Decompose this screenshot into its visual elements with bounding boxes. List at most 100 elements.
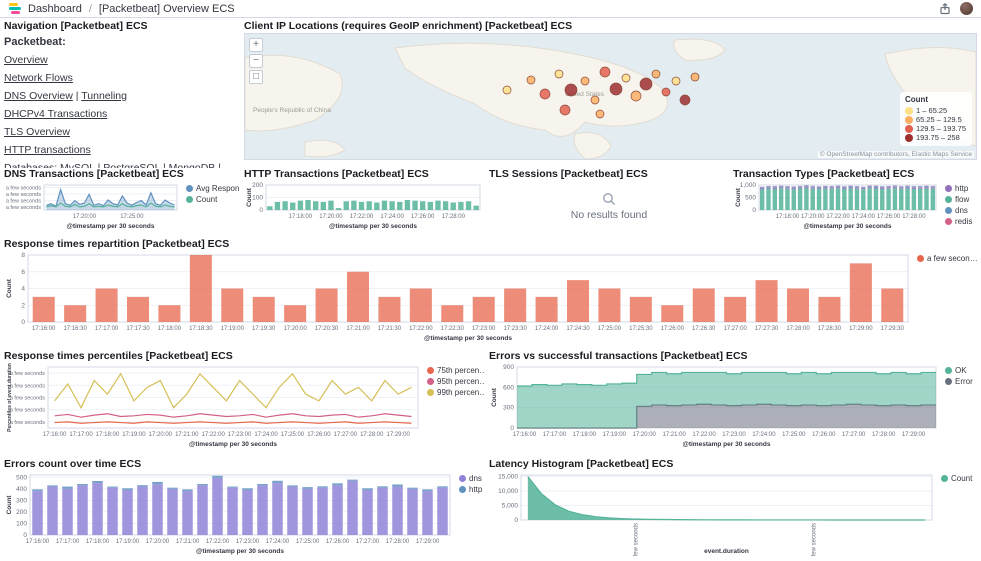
- http-chart-svg: 0 100 200 17:18:00 17:20:00 17:22:00 17:24:00 1…: [246, 182, 481, 230]
- panel-errors-count-over-time: Errors count over time ECS 0 100 200 300 400…: [4, 458, 485, 557]
- legend-item-75th-percen-[interactable]: 75th percen…: [427, 366, 485, 375]
- panel-title-errors-vs-successful[interactable]: Errors vs successful transactions [Packe…: [489, 350, 748, 362]
- http-transactions-chart[interactable]: 0 100 200 17:18:00 17:20:00 17:22:00 17:24:00 1…: [244, 181, 485, 231]
- map-point[interactable]: [564, 83, 578, 97]
- panel-title-latency-histogram[interactable]: Latency Histogram [Packetbeat] ECS: [489, 458, 674, 470]
- map-canvas[interactable]: United States People's Republic of China …: [244, 33, 977, 160]
- legend-item-dns[interactable]: dns: [459, 474, 485, 483]
- map-point[interactable]: [595, 109, 605, 119]
- legend-item-error[interactable]: Error: [945, 377, 977, 386]
- panel-title-errors-count-over-time[interactable]: Errors count over time ECS: [4, 458, 142, 470]
- panel-title-response-times-repartition[interactable]: Response times repartition [Packetbeat] …: [4, 238, 230, 250]
- map-point[interactable]: [609, 82, 623, 96]
- map-point[interactable]: [599, 66, 611, 78]
- elastic-logo-icon[interactable]: [8, 2, 21, 15]
- map-point[interactable]: [539, 88, 551, 100]
- panel-errors-vs-successful: Errors vs successful transactions [Packe…: [489, 350, 977, 450]
- legend-item-95th-percen-[interactable]: 95th percen…: [427, 377, 485, 386]
- svg-text:17:16:00: 17:16:00: [32, 326, 56, 332]
- legend-color-dot: [945, 378, 952, 385]
- legend-item-flow[interactable]: flow: [945, 195, 977, 204]
- svg-text:17:24:00: 17:24:00: [535, 326, 559, 332]
- map-point[interactable]: [554, 69, 564, 79]
- map-point[interactable]: [671, 76, 681, 86]
- panel-title-dns-transactions[interactable]: DNS Transactions [Packetbeat] ECS: [4, 168, 184, 180]
- svg-text:Percentiles of event.duration: Percentiles of event.duration: [7, 363, 13, 432]
- transaction-types-chart[interactable]: 0 500 1,000 17:18:00 17:20:00 17:22:00 17:24:0…: [733, 181, 941, 231]
- user-avatar[interactable]: [960, 2, 973, 15]
- legend-color-dot: [427, 367, 434, 374]
- svg-text:17:22:00: 17:22:00: [826, 214, 850, 220]
- legend-color-dot: [459, 486, 466, 493]
- panel-response-times-percentiles: Response times percentiles [Packetbeat] …: [4, 350, 485, 450]
- errors_count-chart-svg: 0 100 200 300 400 500 17:16:00 17:17:00 17:18:00…: [6, 474, 451, 555]
- nav-link-overview[interactable]: Overview: [4, 54, 48, 66]
- legend-item-http[interactable]: http: [945, 184, 977, 193]
- legend-color-dot: [904, 133, 913, 142]
- legend-item-a-few-secon-[interactable]: a few secon…: [917, 254, 977, 263]
- nav-link-dhcpv4-transactions[interactable]: DHCPv4 Transactions: [4, 108, 108, 120]
- breadcrumb-separator: /: [88, 2, 92, 15]
- map-point[interactable]: [639, 77, 653, 91]
- dns-transactions-chart[interactable]: a few seconds a few seconds a few seconds a…: [4, 181, 182, 231]
- map-zoom-out-button[interactable]: −: [249, 54, 263, 68]
- panel-transaction-types: Transaction Types [Packetbeat] ECS 0 500 1…: [733, 168, 977, 232]
- nav-link-tls-overview[interactable]: TLS Overview: [4, 126, 70, 138]
- svg-text:@timestamp per 30 seconds: @timestamp per 30 seconds: [189, 441, 277, 448]
- breadcrumb-dashboard[interactable]: Dashboard: [28, 2, 82, 15]
- svg-text:17:25:00: 17:25:00: [296, 539, 320, 545]
- errors-count-chart[interactable]: 0 100 200 300 400 500 17:16:00 17:17:00 17:18:00…: [4, 471, 455, 556]
- map-point[interactable]: [690, 72, 700, 82]
- map-fit-bounds-button[interactable]: □: [249, 70, 263, 84]
- map-tiles: United States People's Republic of China: [245, 38, 976, 159]
- errors-vs-successful-chart[interactable]: 0 300 600 900 17:16:00 17:17:00 17:18:00 17:19:…: [489, 363, 941, 449]
- map-point[interactable]: [661, 87, 671, 97]
- map-zoom-in-button[interactable]: +: [249, 38, 263, 52]
- legend-item-99th-percen-[interactable]: 99th percen…: [427, 388, 485, 397]
- legend-item-dns[interactable]: dns: [945, 206, 977, 215]
- svg-text:15,000: 15,000: [498, 473, 518, 480]
- map-point[interactable]: [580, 76, 590, 86]
- svg-text:100: 100: [16, 520, 27, 527]
- svg-text:17:19:00: 17:19:00: [603, 432, 627, 438]
- svg-text:Count: Count: [6, 278, 13, 298]
- panel-dns-transactions: DNS Transactions [Packetbeat] ECS a few …: [4, 168, 240, 232]
- response-times-repartition-chart[interactable]: 0 2 4 6 8 17:16:00 17:16:30 17:17:00 17:17:30 17:…: [4, 251, 913, 343]
- map-point[interactable]: [526, 75, 536, 85]
- panel-title-response-times-percentiles[interactable]: Response times percentiles [Packetbeat] …: [4, 350, 233, 362]
- panel-title-tls-sessions[interactable]: TLS Sessions [Packetbeat] ECS: [489, 168, 648, 180]
- nav-link-http-transactions[interactable]: HTTP transactions: [4, 144, 91, 156]
- nav-row: HTTP transactions: [4, 144, 240, 156]
- svg-text:17:27:30: 17:27:30: [755, 326, 779, 332]
- panel-title-transaction-types[interactable]: Transaction Types [Packetbeat] ECS: [733, 168, 915, 180]
- legend-item-ok[interactable]: OK: [945, 366, 977, 375]
- legend-item-count[interactable]: Count: [941, 474, 977, 483]
- nav-link-network-flows[interactable]: Network Flows: [4, 72, 73, 84]
- share-icon[interactable]: [939, 2, 951, 15]
- map-point[interactable]: [651, 69, 661, 79]
- panel-title-http-transactions[interactable]: HTTP Transactions [Packetbeat] ECS: [244, 168, 429, 180]
- svg-text:17:26:00: 17:26:00: [877, 214, 901, 220]
- panel-title-navigation[interactable]: Navigation [Packetbeat] ECS: [4, 20, 148, 32]
- map-point[interactable]: [559, 104, 571, 116]
- latency-histogram-chart[interactable]: 0 5,000 10,000 15,000 a few seconds a few sec…: [489, 471, 937, 561]
- legend-item-http[interactable]: http: [459, 485, 485, 494]
- map-point[interactable]: [621, 73, 631, 83]
- legend-item-count[interactable]: Count: [186, 195, 240, 204]
- map-point[interactable]: [630, 90, 642, 102]
- map-legend-item: 1 – 65.25: [904, 106, 966, 115]
- legend-item-avg-respon-[interactable]: Avg Respon…: [186, 184, 240, 193]
- map-point[interactable]: [590, 95, 600, 105]
- legend-color-dot: [186, 185, 193, 192]
- legend-item-redis[interactable]: redis: [945, 217, 977, 226]
- transaction-types-legend: http flow dns redis: [941, 181, 977, 231]
- map-point[interactable]: [502, 85, 512, 95]
- map-point[interactable]: [679, 94, 691, 106]
- svg-text:5,000: 5,000: [502, 502, 519, 509]
- svg-text:17:23:00: 17:23:00: [722, 432, 746, 438]
- panel-title-client-ip-map[interactable]: Client IP Locations (requires GeoIP enri…: [244, 20, 573, 32]
- nav-link-tunneling[interactable]: Tunneling: [81, 90, 127, 102]
- nav-link-dns-overview[interactable]: DNS Overview: [4, 90, 73, 102]
- response-times-percentiles-chart[interactable]: a few seconds a few seconds a few seconds a…: [4, 363, 423, 449]
- svg-text:0: 0: [21, 319, 25, 326]
